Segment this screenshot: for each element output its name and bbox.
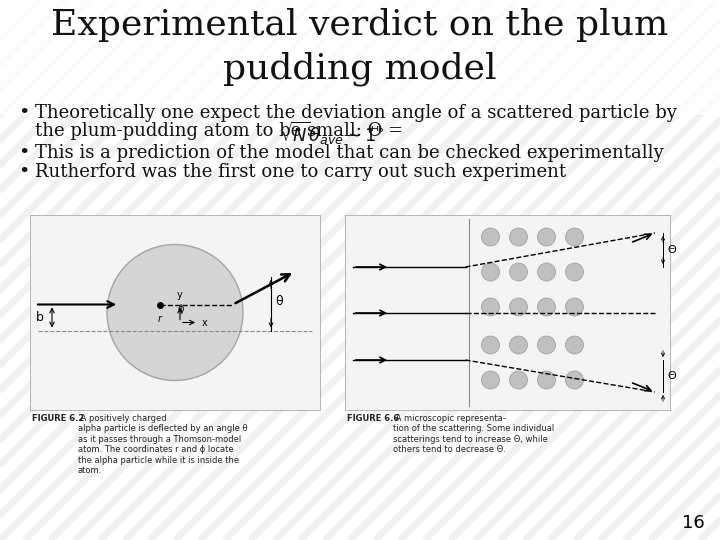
Circle shape <box>538 298 556 316</box>
Text: θ: θ <box>275 294 283 308</box>
Text: Experimental verdict on the plum: Experimental verdict on the plum <box>51 8 669 42</box>
Text: y: y <box>177 291 183 300</box>
Circle shape <box>510 263 528 281</box>
Circle shape <box>538 228 556 246</box>
Circle shape <box>482 228 500 246</box>
Text: A microscopic representa-
tion of the scattering. Some individual
scatterings te: A microscopic representa- tion of the sc… <box>393 414 554 454</box>
Circle shape <box>510 298 528 316</box>
Text: •: • <box>18 163 30 181</box>
Circle shape <box>565 336 583 354</box>
Text: Θ: Θ <box>667 371 676 381</box>
Circle shape <box>565 228 583 246</box>
Circle shape <box>510 371 528 389</box>
Circle shape <box>510 228 528 246</box>
Circle shape <box>482 371 500 389</box>
Circle shape <box>482 336 500 354</box>
Text: x: x <box>202 318 208 327</box>
Text: •: • <box>18 104 30 122</box>
Text: Θ: Θ <box>667 245 676 255</box>
Text: the plum-pudding atom to be small: Θ =: the plum-pudding atom to be small: Θ = <box>35 122 409 140</box>
Text: This is a prediction of the model that can be checked experimentally: This is a prediction of the model that c… <box>35 144 664 162</box>
Text: $\sqrt{N}\theta_{ave} \sim 1^{\circ}$: $\sqrt{N}\theta_{ave} \sim 1^{\circ}$ <box>280 120 384 147</box>
Text: b: b <box>36 311 44 324</box>
Circle shape <box>538 371 556 389</box>
Text: A positively charged
alpha particle is deflected by an angle θ
as it passes thro: A positively charged alpha particle is d… <box>78 414 248 475</box>
Text: 16: 16 <box>683 514 705 532</box>
Text: •: • <box>18 144 30 162</box>
Circle shape <box>565 298 583 316</box>
Circle shape <box>538 263 556 281</box>
Circle shape <box>482 263 500 281</box>
Text: Theoretically one expect the deviation angle of a scattered particle by: Theoretically one expect the deviation a… <box>35 104 677 122</box>
Circle shape <box>565 371 583 389</box>
Circle shape <box>565 263 583 281</box>
Bar <box>30 215 320 410</box>
Circle shape <box>482 298 500 316</box>
Bar <box>0 0 720 115</box>
Text: ϕ: ϕ <box>178 303 184 314</box>
Text: Rutherford was the first one to carry out such experiment: Rutherford was the first one to carry ou… <box>35 163 566 181</box>
Text: r: r <box>158 314 162 323</box>
Circle shape <box>510 336 528 354</box>
Circle shape <box>538 336 556 354</box>
Circle shape <box>107 245 243 381</box>
Bar <box>345 215 670 410</box>
Text: pudding model: pudding model <box>223 52 497 86</box>
Text: FIGURE 6.2: FIGURE 6.2 <box>32 414 84 423</box>
Text: FIGURE 6.6: FIGURE 6.6 <box>347 414 400 423</box>
